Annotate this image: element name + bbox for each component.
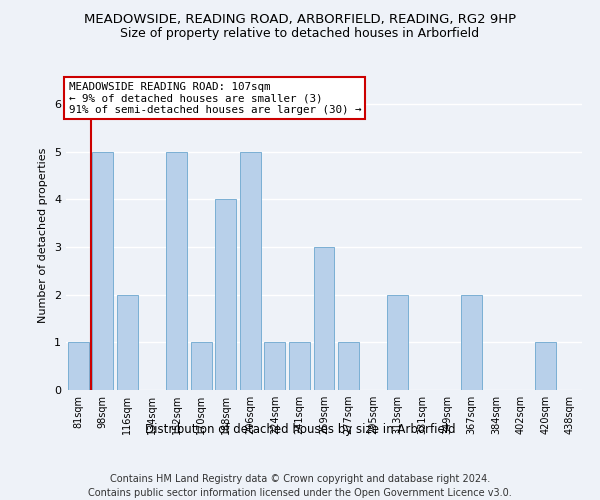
Bar	[387, 294, 408, 390]
Bar	[265, 342, 286, 390]
Bar	[117, 294, 138, 390]
Bar	[215, 199, 236, 390]
Bar	[92, 152, 113, 390]
Text: MEADOWSIDE READING ROAD: 107sqm
← 9% of detached houses are smaller (3)
91% of s: MEADOWSIDE READING ROAD: 107sqm ← 9% of …	[68, 82, 361, 115]
Bar	[68, 342, 89, 390]
Bar	[289, 342, 310, 390]
Bar	[461, 294, 482, 390]
Text: Size of property relative to detached houses in Arborfield: Size of property relative to detached ho…	[121, 28, 479, 40]
Bar	[240, 152, 261, 390]
Bar	[314, 247, 334, 390]
Bar	[166, 152, 187, 390]
Bar	[338, 342, 359, 390]
Bar	[535, 342, 556, 390]
Text: Distribution of detached houses by size in Arborfield: Distribution of detached houses by size …	[145, 422, 455, 436]
Bar	[191, 342, 212, 390]
Y-axis label: Number of detached properties: Number of detached properties	[38, 148, 49, 322]
Text: Contains HM Land Registry data © Crown copyright and database right 2024.
Contai: Contains HM Land Registry data © Crown c…	[88, 474, 512, 498]
Text: MEADOWSIDE, READING ROAD, ARBORFIELD, READING, RG2 9HP: MEADOWSIDE, READING ROAD, ARBORFIELD, RE…	[84, 12, 516, 26]
